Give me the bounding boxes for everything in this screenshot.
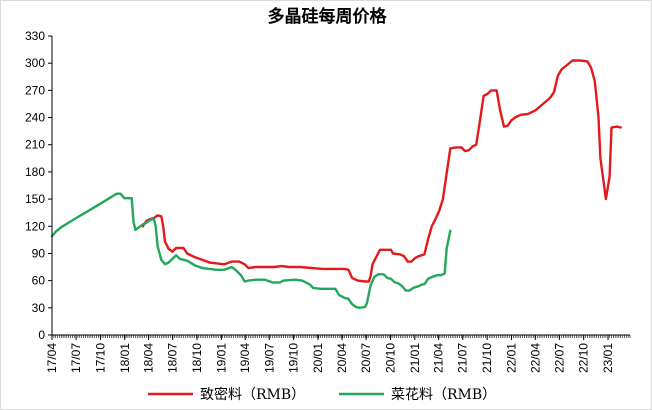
x-tick-label: 20/07	[359, 343, 373, 373]
y-tick-label: 210	[25, 138, 45, 152]
y-tick-label: 270	[25, 83, 45, 97]
y-tick-label: 300	[25, 56, 45, 70]
x-tick-label: 20/04	[335, 343, 349, 373]
x-tick-label: 18/07	[166, 343, 180, 373]
y-tick-label: 240	[25, 111, 45, 125]
y-tick-label: 60	[32, 274, 46, 288]
x-tick-label: 19/07	[262, 343, 276, 373]
x-tick-label: 21/04	[432, 343, 446, 373]
legend-label-1: 致密料（RMB）	[200, 386, 305, 403]
x-tick-label: 19/10	[287, 343, 301, 373]
x-tick-label: 18/04	[142, 343, 156, 373]
series-line-1	[141, 59, 622, 283]
y-tick-label: 120	[25, 219, 45, 233]
x-tick-label: 22/01	[504, 343, 518, 373]
y-tick-label: 180	[25, 165, 45, 179]
y-tick-label: 90	[32, 246, 46, 260]
x-tick-label: 22/04	[528, 343, 542, 373]
x-tick-label: 21/10	[480, 343, 494, 373]
x-tick-label: 18/01	[118, 343, 132, 373]
legend: 致密料（RMB） 菜花料（RMB）	[148, 386, 496, 403]
y-tick-label: 330	[25, 29, 45, 43]
x-tick-label: 19/01	[214, 343, 228, 373]
x-tick-label: 17/04	[45, 343, 59, 373]
x-tick-label: 20/01	[311, 343, 325, 373]
x-tick-label: 17/07	[69, 343, 83, 373]
series-layer	[50, 59, 622, 309]
y-tick-label: 150	[25, 192, 45, 206]
x-tick-label: 21/07	[456, 343, 470, 373]
series-line-2	[50, 192, 452, 309]
axes-layer: 0 30 60 90 120 150 180 210 240 270 300 330 17/04 17/0…	[25, 29, 631, 373]
y-tick-label: 0	[38, 328, 45, 342]
x-tick-label: 17/10	[93, 343, 107, 373]
x-tick-label: 19/04	[238, 343, 252, 373]
x-tick-label: 18/10	[190, 343, 204, 373]
x-tick-label: 22/07	[552, 343, 566, 373]
x-tick-label: 20/10	[383, 343, 397, 373]
y-tick-label: 30	[32, 301, 46, 315]
legend-label-2: 菜花料（RMB）	[391, 387, 496, 403]
x-tick-label: 22/10	[577, 343, 591, 373]
chart-title: 多晶硅每周价格	[268, 6, 388, 27]
x-tick-label: 23/01	[601, 343, 615, 373]
x-tick-label: 21/01	[408, 343, 422, 373]
